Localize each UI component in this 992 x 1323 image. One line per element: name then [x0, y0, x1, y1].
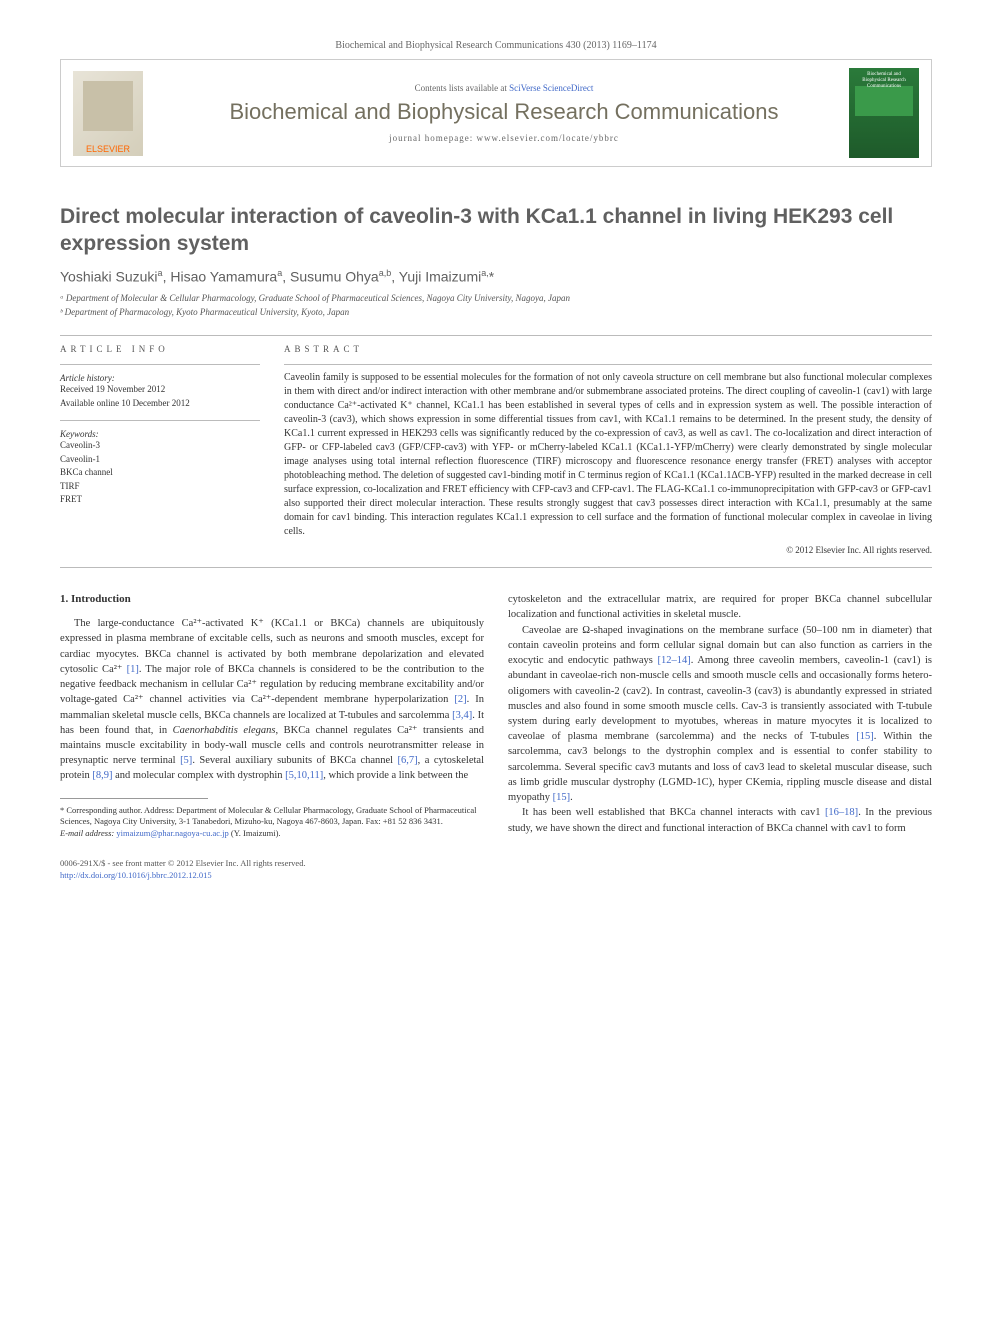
- page-footer: 0006-291X/$ - see front matter © 2012 El…: [60, 858, 932, 882]
- abstract-heading: ABSTRACT: [284, 344, 932, 354]
- abstract-divider: [284, 364, 932, 365]
- keywords-title: Keywords:: [60, 429, 260, 439]
- ref-link[interactable]: [1]: [127, 664, 139, 675]
- email-suffix: (Y. Imaizumi).: [229, 828, 281, 838]
- keyword-4: FRET: [60, 493, 260, 507]
- keyword-0: Caveolin-3: [60, 439, 260, 453]
- info-divider-2: [60, 420, 260, 421]
- ref-link[interactable]: [8,9]: [92, 770, 112, 781]
- affiliation-b: ᵇ Department of Pharmacology, Kyoto Phar…: [60, 306, 932, 320]
- received-line: Received 19 November 2012: [60, 383, 260, 397]
- ref-link[interactable]: [12–14]: [657, 655, 690, 666]
- right-para-1: cytoskeleton and the extracellular matri…: [508, 592, 932, 622]
- abstract-block: ABSTRACT Caveolin family is supposed to …: [284, 344, 932, 555]
- elsevier-logo: ELSEVIER: [73, 71, 143, 156]
- ref-link[interactable]: [15]: [553, 792, 571, 803]
- ref-link[interactable]: [5,10,11]: [285, 770, 323, 781]
- keyword-1: Caveolin-1: [60, 453, 260, 467]
- sciencedirect-link[interactable]: SciVerse ScienceDirect: [509, 83, 593, 93]
- ref-link[interactable]: [15]: [856, 731, 874, 742]
- history-title: Article history:: [60, 373, 260, 383]
- ref-link[interactable]: [5]: [180, 755, 192, 766]
- email-footnote: E-mail address: yimaizum@phar.nagoya-cu.…: [60, 828, 484, 840]
- homepage-prefix: journal homepage:: [389, 133, 476, 143]
- body-left-column: 1. Introduction The large-conductance Ca…: [60, 592, 484, 840]
- ref-link[interactable]: [2]: [454, 694, 466, 705]
- available-line: Available online 10 December 2012: [60, 397, 260, 411]
- affiliations: ᵃ Department of Molecular & Cellular Pha…: [60, 292, 932, 319]
- header-center: Contents lists available at SciVerse Sci…: [159, 83, 849, 143]
- journal-header-bar: ELSEVIER Contents lists available at Sci…: [60, 59, 932, 167]
- right-para-3: It has been well established that BKCa c…: [508, 805, 932, 835]
- article-title: Direct molecular interaction of caveolin…: [60, 203, 932, 258]
- authors-line: Yoshiaki Suzukia, Hisao Yamamuraa, Susum…: [60, 268, 932, 285]
- ref-link[interactable]: [6,7]: [398, 755, 418, 766]
- footnote-separator: [60, 798, 208, 799]
- journal-cover-thumbnail: Biochemical andBiophysical ResearchCommu…: [849, 68, 919, 158]
- elsevier-label: ELSEVIER: [73, 144, 143, 154]
- divider-top: [60, 335, 932, 336]
- citation-line: Biochemical and Biophysical Research Com…: [60, 40, 932, 51]
- doi-link[interactable]: http://dx.doi.org/10.1016/j.bbrc.2012.12…: [60, 870, 212, 880]
- homepage-url[interactable]: www.elsevier.com/locate/ybbrc: [477, 133, 619, 143]
- info-divider-1: [60, 364, 260, 365]
- homepage-line: journal homepage: www.elsevier.com/locat…: [159, 133, 849, 143]
- article-info-heading: ARTICLE INFO: [60, 344, 260, 354]
- keyword-2: BKCa channel: [60, 466, 260, 480]
- abstract-text: Caveolin family is supposed to be essent…: [284, 371, 932, 539]
- email-link[interactable]: yimaizum@phar.nagoya-cu.ac.jp: [116, 828, 228, 838]
- contents-available-line: Contents lists available at SciVerse Sci…: [159, 83, 849, 93]
- ref-link[interactable]: [3,4]: [452, 710, 472, 721]
- contents-prefix: Contents lists available at: [415, 83, 509, 93]
- footer-copyright: 0006-291X/$ - see front matter © 2012 El…: [60, 858, 932, 870]
- info-abstract-row: ARTICLE INFO Article history: Received 1…: [60, 344, 932, 555]
- divider-bottom: [60, 567, 932, 568]
- journal-name: Biochemical and Biophysical Research Com…: [159, 99, 849, 125]
- right-para-2: Caveolae are Ω-shaped invaginations on t…: [508, 623, 932, 806]
- cover-label: Biochemical andBiophysical ResearchCommu…: [849, 72, 919, 90]
- abstract-copyright: © 2012 Elsevier Inc. All rights reserved…: [284, 545, 932, 555]
- intro-paragraph-left: The large-conductance Ca²⁺-activated K⁺ …: [60, 616, 484, 783]
- article-info-block: ARTICLE INFO Article history: Received 1…: [60, 344, 260, 555]
- corresponding-footnote: * Corresponding author. Address: Departm…: [60, 805, 484, 829]
- body-columns: 1. Introduction The large-conductance Ca…: [60, 592, 932, 840]
- affiliation-a: ᵃ Department of Molecular & Cellular Pha…: [60, 292, 932, 306]
- intro-heading: 1. Introduction: [60, 592, 484, 608]
- body-right-column: cytoskeleton and the extracellular matri…: [508, 592, 932, 840]
- email-label: E-mail address:: [60, 828, 116, 838]
- keyword-3: TIRF: [60, 480, 260, 494]
- ref-link[interactable]: [16–18]: [825, 807, 858, 818]
